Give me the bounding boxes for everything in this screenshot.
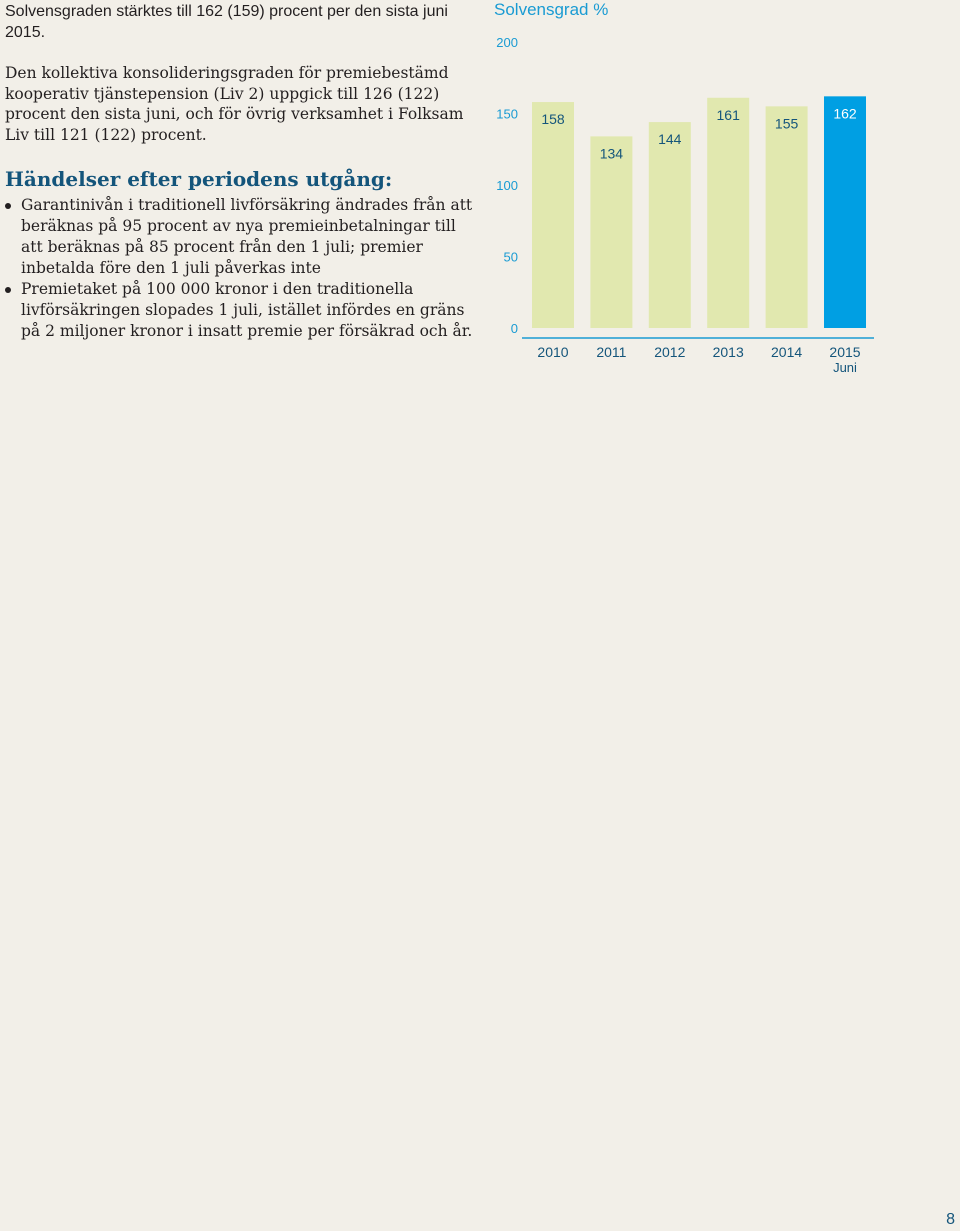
y-tick-label: 200 <box>496 35 518 50</box>
bar-2010 <box>532 102 574 328</box>
data-label-2014: 155 <box>775 115 799 131</box>
x-tick-label-2011: 2011 <box>596 344 626 360</box>
consolidation-paragraph: Den kollektiva konsolideringsgraden för … <box>5 64 464 144</box>
x-tick-sublabel-2015: Juni <box>833 360 857 375</box>
bar-2011 <box>590 136 633 328</box>
y-tick-label: 50 <box>504 250 518 265</box>
data-label-2015: 162 <box>833 105 857 121</box>
bar-2014 <box>765 106 808 328</box>
bar-2012 <box>648 122 691 328</box>
chart-title: Solvensgrad % <box>494 0 609 19</box>
x-tick-label-2015: 2015 <box>829 344 860 360</box>
x-tick-label-2010: 2010 <box>537 344 568 360</box>
chart-svg: 200 150 100 50 0 158 2010 134 2011 144 2012 161 2013… <box>496 35 874 375</box>
event-item-guarantee: Garantinivån i traditionell livförsäkrin… <box>5 195 475 279</box>
bar-2015 <box>824 96 866 328</box>
solvency-chart: Solvensgrad % 200 150 100 50 0 158 2010 134 2011… <box>488 0 888 390</box>
x-tick-label-2013: 2013 <box>713 344 744 360</box>
data-label-2013: 161 <box>717 107 741 123</box>
bar-2013 <box>707 97 750 329</box>
y-tick-label: 0 <box>511 321 518 336</box>
page-number: 8 <box>946 1211 955 1228</box>
y-tick-label: 150 <box>496 107 518 122</box>
x-tick-label-2012: 2012 <box>654 344 685 360</box>
y-tick-label: 100 <box>496 178 518 193</box>
data-label-2011: 134 <box>600 145 624 161</box>
solvency-paragraph: Solvensgraden stärktes till 162 (159) pr… <box>5 3 448 41</box>
events-heading: Händelser efter periodens utgång: <box>5 167 393 191</box>
x-tick-label-2014: 2014 <box>771 344 802 360</box>
event-item-premium-cap: Premietaket på 100 000 kronor i den trad… <box>5 279 475 342</box>
data-label-2012: 144 <box>658 131 682 147</box>
events-list: Garantinivån i traditionell livförsäkrin… <box>5 195 475 342</box>
text-column: Solvensgraden stärktes till 162 (159) pr… <box>5 2 475 342</box>
data-label-2010: 158 <box>541 111 565 127</box>
